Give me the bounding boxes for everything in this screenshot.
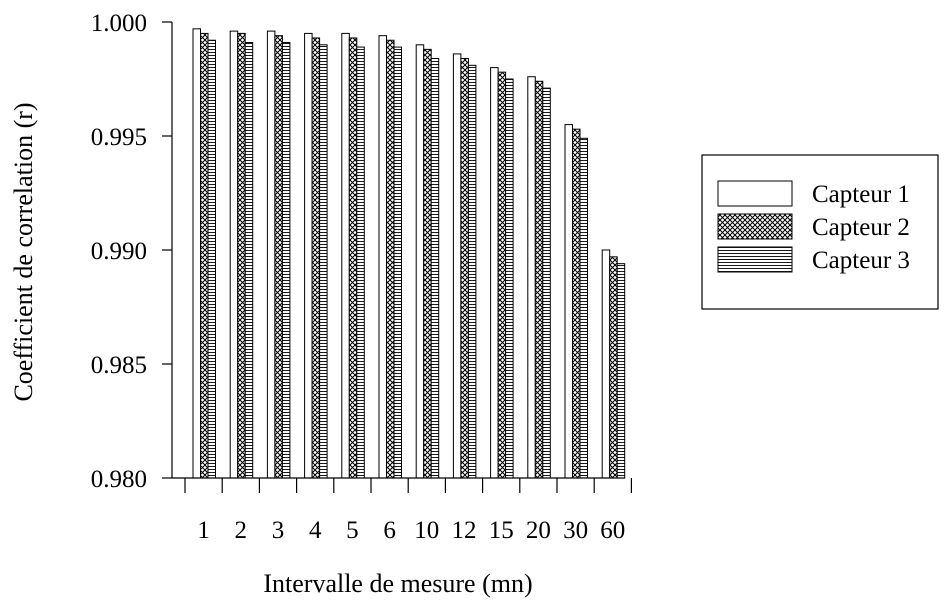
y-tick-label: 0.985 xyxy=(91,352,147,379)
x-tick-label-3: 3 xyxy=(272,517,285,544)
bar-capteur-3-60 xyxy=(616,263,626,479)
x-tick-label-5: 5 xyxy=(346,517,359,544)
bar-capteur-3-4 xyxy=(319,44,328,479)
bar-capteur-2-2 xyxy=(237,32,246,479)
bar-capteur-2-4 xyxy=(311,37,321,479)
bar-capteur-1-2 xyxy=(229,30,239,479)
bar-capteur-1-4 xyxy=(304,32,313,479)
x-tick-label-2: 2 xyxy=(235,517,248,544)
x-axis-title: Intervalle de mesure (mn) xyxy=(263,569,532,598)
bar-capteur-2-60 xyxy=(609,256,618,479)
bar-capteur-3-5 xyxy=(356,46,365,479)
bar-capteur-2-20 xyxy=(534,80,544,479)
bar-capteur-2-5 xyxy=(348,37,358,479)
x-tick-label-10: 10 xyxy=(414,517,439,544)
legend-swatch-3 xyxy=(717,246,793,273)
x-tick-label-15: 15 xyxy=(489,517,514,544)
bar-capteur-1-1 xyxy=(192,28,201,479)
x-tick-label-20: 20 xyxy=(526,517,551,544)
bar-capteur-2-3 xyxy=(274,35,283,479)
legend: Capteur 1 Capteur 2 Capteur 3 xyxy=(701,154,939,310)
y-tick-label: 0.995 xyxy=(91,124,147,151)
bar-capteur-3-1 xyxy=(207,39,216,479)
bar-capteur-3-2 xyxy=(244,42,254,479)
x-tick-label-60: 60 xyxy=(600,517,625,544)
x-tick-label-1: 1 xyxy=(197,517,210,544)
bar-capteur-1-5 xyxy=(341,32,350,479)
bar-capteur-1-12 xyxy=(452,53,462,479)
y-tick-label: 1.000 xyxy=(91,10,147,37)
bar-capteur-1-3 xyxy=(266,30,276,479)
y-tick-label: 0.980 xyxy=(91,466,147,493)
bar-capteur-3-6 xyxy=(393,46,402,479)
bar-capteur-1-20 xyxy=(527,76,536,479)
legend-label-1: Capteur 1 xyxy=(812,181,910,208)
bar-capteur-1-10 xyxy=(415,44,425,479)
bar-capteur-1-6 xyxy=(378,35,387,479)
bar-capteur-2-15 xyxy=(497,71,507,479)
legend-swatch-1 xyxy=(717,180,793,207)
bar-capteur-2-12 xyxy=(460,57,469,479)
bar-capteur-1-60 xyxy=(601,249,611,479)
bar-capteur-1-15 xyxy=(490,67,499,479)
x-tick-label-12: 12 xyxy=(452,517,477,544)
bar-capteur-2-1 xyxy=(200,32,209,479)
bar-capteur-3-10 xyxy=(430,57,440,479)
legend-label-2: Capteur 2 xyxy=(812,214,910,241)
bar-capteur-1-30 xyxy=(564,124,573,479)
bar-capteur-3-30 xyxy=(579,137,588,479)
plot-area xyxy=(192,28,626,479)
legend-swatch-2 xyxy=(717,213,793,240)
y-tick-label: 0.990 xyxy=(91,238,147,265)
bar-capteur-3-3 xyxy=(281,42,291,479)
bar-capteur-2-10 xyxy=(423,48,432,479)
bar-capteur-2-6 xyxy=(386,39,395,479)
x-tick-label-4: 4 xyxy=(309,517,322,544)
y-axis-title: Coefficient de correlation (r) xyxy=(9,102,38,401)
x-tick-label-6: 6 xyxy=(383,517,396,544)
x-tick-label-30: 30 xyxy=(563,517,588,544)
bar-capteur-3-15 xyxy=(505,78,514,479)
bar-capteur-3-20 xyxy=(542,87,551,479)
bar-capteur-2-30 xyxy=(572,128,581,479)
bar-capteur-3-12 xyxy=(467,64,477,479)
legend-label-3: Capteur 3 xyxy=(812,247,910,274)
